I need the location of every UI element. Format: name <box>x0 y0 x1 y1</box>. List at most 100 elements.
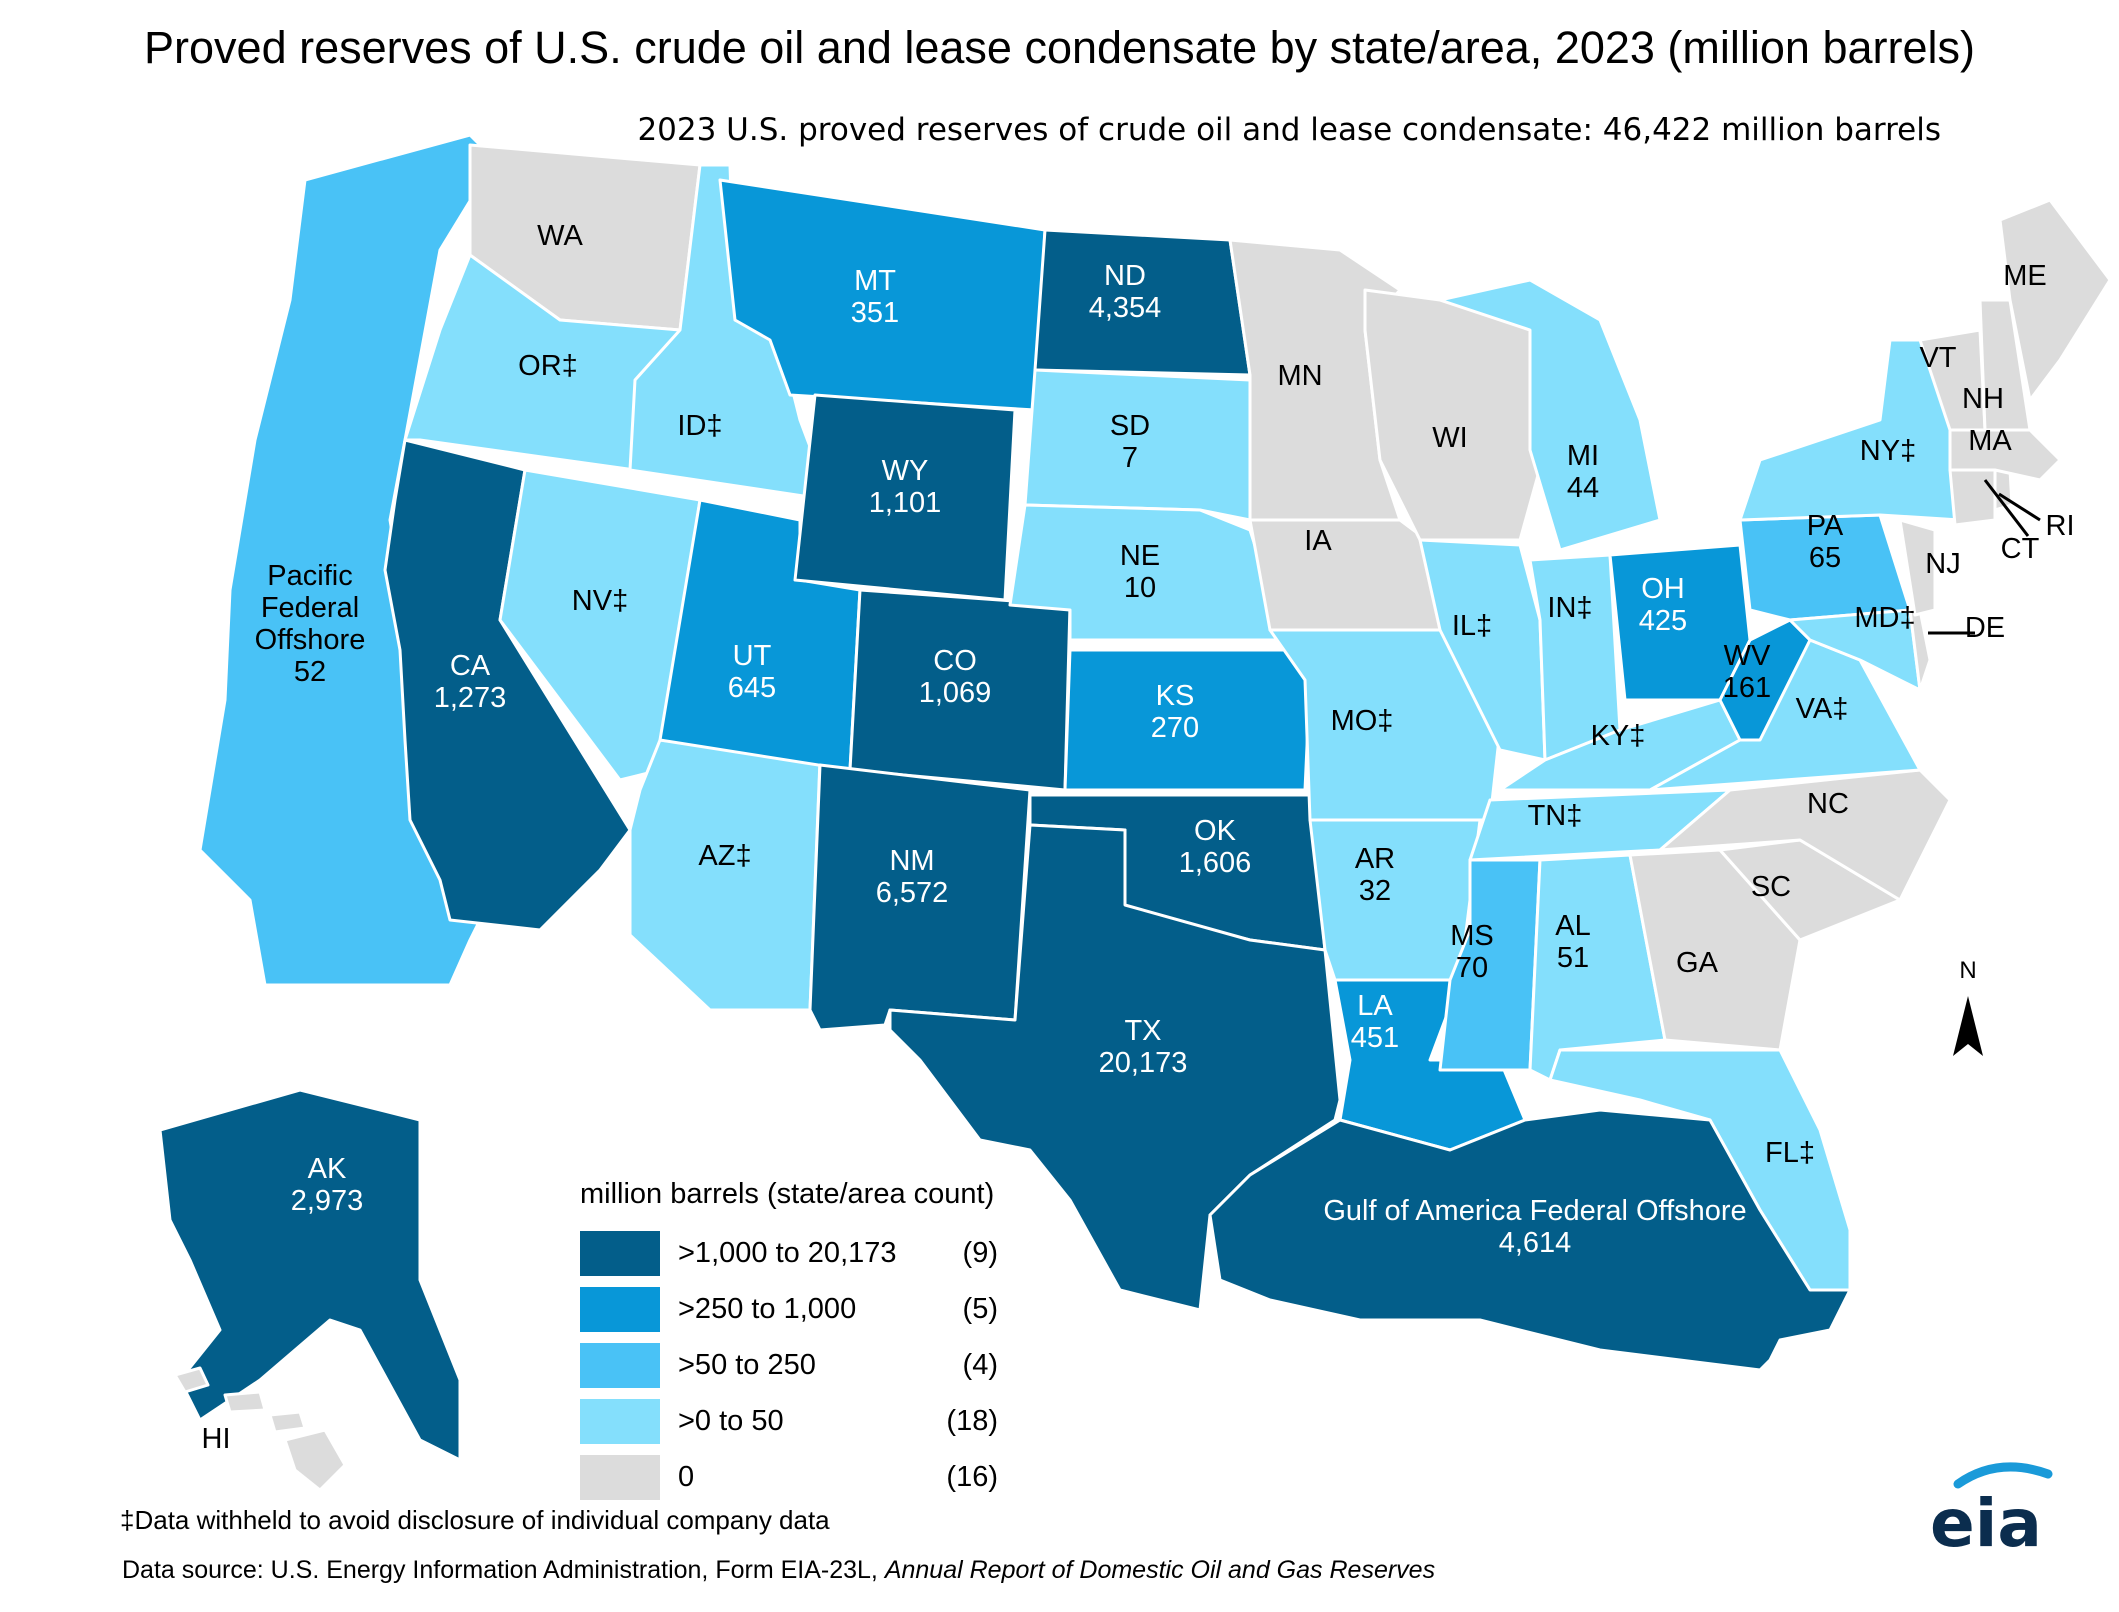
area-value-tx: 20,173 <box>1099 1047 1188 1079</box>
area-label-il: IL‡ <box>1452 610 1492 642</box>
legend-count: (9) <box>962 1236 998 1269</box>
eia-logo-text: eia <box>1930 1485 2042 1554</box>
region-nm[interactable] <box>808 763 1032 1032</box>
area-label-mi: MI <box>1567 440 1599 472</box>
legend-item: 0 (16) <box>580 1449 998 1505</box>
area-label-ca: CA <box>450 650 491 682</box>
region-ak[interactable] <box>158 1088 462 1462</box>
region-ne[interactable] <box>1008 503 1287 642</box>
area-label-nc: NC <box>1807 788 1849 820</box>
legend-item: >250 to 1,000 (5) <box>580 1281 998 1337</box>
legend-count: (18) <box>946 1404 998 1437</box>
data-source-report: Annual Report of Domestic Oil and Gas Re… <box>884 1556 1436 1584</box>
ct-leader <box>1983 479 2030 537</box>
area-label-sc: SC <box>1751 871 1791 903</box>
area-value-ks: 270 <box>1151 712 1199 744</box>
legend-swatch <box>580 1342 660 1388</box>
total-reserves-subtitle: 2023 U.S. proved reserves of crude oil a… <box>637 112 1941 148</box>
area-value-nm: 6,572 <box>876 877 949 909</box>
area-label-nh: NH <box>1962 383 2004 415</box>
region-gulf-offshore[interactable] <box>1208 1108 1852 1372</box>
eia-logo: eia <box>1930 1462 2053 1554</box>
area-label-de: DE <box>1965 612 2005 644</box>
area-value-wv: 161 <box>1723 672 1771 704</box>
region-ca[interactable] <box>383 438 632 932</box>
area-label-vt: VT <box>1919 342 1956 374</box>
area-value-ne: 10 <box>1124 572 1156 604</box>
area-label-az: AZ‡ <box>698 840 751 872</box>
area-label-mn: MN <box>1277 360 1322 392</box>
legend-range: 0 <box>678 1460 695 1493</box>
area-value-mi: 44 <box>1567 472 1599 504</box>
legend-range: >250 to 1,000 <box>678 1292 857 1325</box>
region-nc[interactable] <box>1658 768 1952 902</box>
area-label-ms: MS <box>1450 920 1494 952</box>
area-label-ma: MA <box>1968 425 2012 457</box>
area-value-ut: 645 <box>728 672 776 704</box>
area-label-pa: PA <box>1807 510 1844 542</box>
area-label-in: IN‡ <box>1547 592 1592 624</box>
region-md[interactable] <box>1788 608 1922 692</box>
area-label-wv: WV <box>1724 640 1771 672</box>
legend-title: million barrels (state/area count) <box>580 1178 995 1210</box>
area-label-ct: CT <box>2001 533 2040 565</box>
legend-count: (16) <box>946 1460 998 1493</box>
legend-item: >1,000 to 20,173 (9) <box>580 1225 998 1281</box>
legend-item: >0 to 50 (18) <box>580 1393 998 1449</box>
region-sd[interactable] <box>1023 368 1252 522</box>
area-value-mt: 351 <box>851 297 899 329</box>
area-value-pacific: 52 <box>294 656 326 688</box>
region-mi[interactable] <box>1438 278 1662 552</box>
area-label-pacific-line3: Offshore <box>255 624 366 656</box>
area-value-goa: 4,614 <box>1499 1227 1572 1259</box>
region-ga[interactable] <box>1628 848 1802 1052</box>
legend-count: (5) <box>962 1292 998 1325</box>
region-nh[interactable] <box>1978 298 2032 432</box>
region-tx[interactable] <box>888 823 1342 1312</box>
legend-range: >1,000 to 20,173 <box>678 1236 897 1269</box>
area-label-nm: NM <box>889 845 934 877</box>
area-label-la: LA <box>1357 990 1393 1022</box>
area-label-al: AL <box>1555 910 1590 942</box>
area-value-nd: 4,354 <box>1089 292 1162 324</box>
north-arrow-icon: N <box>1953 957 1983 1056</box>
ri-leader <box>1998 492 2041 522</box>
area-label-ut: UT <box>733 640 772 672</box>
area-label-ak: AK <box>308 1153 347 1185</box>
area-value-ar: 32 <box>1359 875 1391 907</box>
region-nv[interactable] <box>498 468 702 782</box>
legend-swatch <box>580 1286 660 1332</box>
legend: million barrels (state/area count) >1,00… <box>580 1178 998 1505</box>
area-label-ri: RI <box>2046 510 2075 542</box>
area-value-ca: 1,273 <box>434 682 507 714</box>
area-label-wy: WY <box>882 455 929 487</box>
area-label-co: CO <box>933 645 977 677</box>
area-label-sd: SD <box>1110 410 1150 442</box>
legend-swatch <box>580 1454 660 1500</box>
area-label-wa: WA <box>537 220 583 252</box>
map-title: Proved reserves of U.S. crude oil and le… <box>144 22 1975 73</box>
area-label-mo: MO‡ <box>1331 705 1394 737</box>
north-arrowhead <box>1953 996 1983 1056</box>
area-label-wi: WI <box>1432 422 1467 454</box>
area-label-ky: KY‡ <box>1591 720 1646 752</box>
area-label-oh: OH <box>1641 573 1685 605</box>
region-me[interactable] <box>1998 198 2112 402</box>
legend-swatch <box>580 1230 660 1276</box>
legend-swatch <box>580 1398 660 1444</box>
region-ia[interactable] <box>1248 518 1442 632</box>
region-hi[interactable] <box>173 1366 347 1492</box>
area-label-mt: MT <box>854 265 896 297</box>
area-label-nd: ND <box>1104 260 1146 292</box>
area-label-ks: KS <box>1156 680 1195 712</box>
area-label-fl: FL‡ <box>1765 1137 1815 1169</box>
area-label-goa: Gulf of America Federal Offshore <box>1323 1195 1746 1227</box>
area-label-ga: GA <box>1676 947 1719 979</box>
region-nj[interactable] <box>1898 518 1937 617</box>
region-ct[interactable] <box>1948 468 1997 527</box>
area-value-al: 51 <box>1557 942 1589 974</box>
area-label-ar: AR <box>1355 843 1395 875</box>
north-label: N <box>1959 957 1976 984</box>
region-az[interactable] <box>628 738 822 1012</box>
